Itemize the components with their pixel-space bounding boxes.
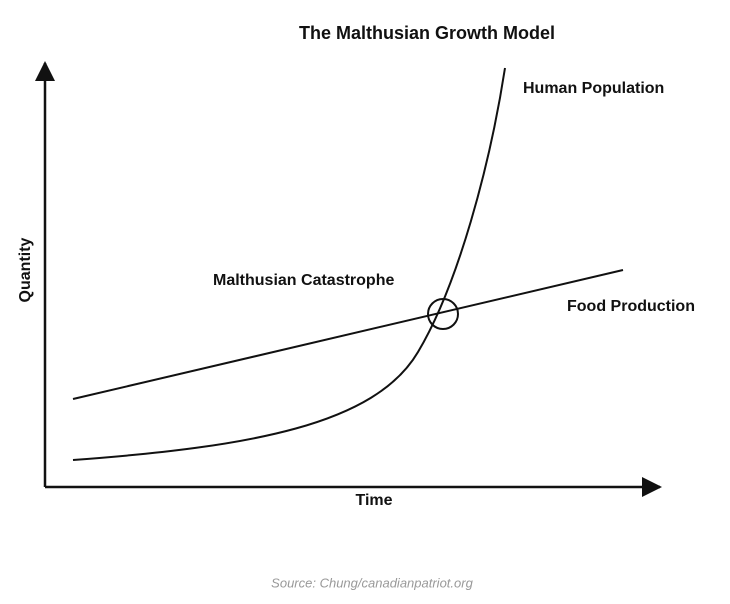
curve-label: Human Population xyxy=(523,80,664,97)
curve-label: Food Production xyxy=(567,298,695,315)
y-axis-label: Quantity xyxy=(17,237,34,302)
annotation: Malthusian Catastrophe xyxy=(213,272,394,289)
catastrophe-circle xyxy=(427,298,459,330)
source: Source: Chung/canadianpatriot.org xyxy=(271,575,473,590)
x-axis-label: Time xyxy=(355,492,392,509)
title: The Malthusian Growth Model xyxy=(299,23,555,43)
food-line xyxy=(72,269,624,400)
population-curve xyxy=(72,67,506,461)
